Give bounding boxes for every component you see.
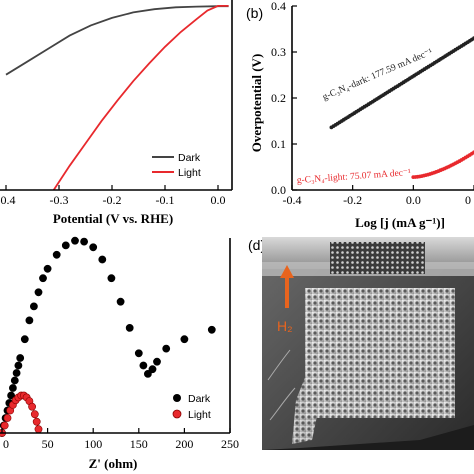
panel-d-letter: (d) [248, 237, 265, 253]
photo-upper-mesh [330, 242, 425, 274]
data-point [89, 243, 98, 252]
data-point [80, 237, 88, 246]
data-point [32, 417, 41, 426]
panel-b-ticks: 0.0 0.1 0.2 0.3 0.4 -0.4 -0.2 0.0 0 [271, 0, 474, 207]
data-point [12, 369, 21, 377]
x-tick-label: -0.2 [103, 193, 122, 207]
legend-marker-dark [173, 394, 181, 402]
data-point [0, 421, 9, 430]
y-tick-label: 0.0 [271, 183, 286, 197]
data-point [162, 344, 171, 353]
data-point [30, 302, 38, 311]
data-point [3, 414, 12, 422]
data-point [7, 391, 16, 400]
series-line-dark [5, 5, 229, 76]
panel-a-legend: Dark Light [152, 152, 201, 179]
panel-c-x-label: Z' (ohm) [89, 456, 138, 471]
data-point [116, 297, 125, 306]
y-tick-label: 0.3 [271, 45, 286, 59]
data-point [134, 349, 143, 358]
data-point [71, 236, 79, 245]
panel-a-x-label: Potential (V vs. RHE) [53, 211, 173, 226]
data-point [107, 274, 116, 283]
data-point [16, 354, 25, 362]
panel-c: 0 50 100 150 200 250 Dark Light Z' (ohm) [0, 236, 239, 471]
data-point [207, 325, 216, 334]
series-line-light [52, 5, 229, 191]
data-point [30, 410, 39, 419]
x-tick-label: 100 [84, 437, 102, 451]
data-point [14, 361, 23, 370]
panel-b-annotation-light: g-C₃N₄-light: 75.07 mA dec⁻¹ [297, 168, 412, 186]
legend-label-dark: Dark [178, 152, 201, 164]
data-point [25, 316, 34, 325]
y-tick-label: 0.2 [271, 91, 286, 105]
panel-d: (d) [248, 237, 474, 450]
panel-c-ticks: 0 50 100 150 200 250 [1, 428, 239, 451]
x-tick-label: 0 [3, 437, 9, 451]
data-point [153, 357, 161, 366]
h2-label: H₂ [277, 318, 293, 334]
data-point [61, 241, 70, 250]
x-tick-label: 0.0 [211, 193, 226, 207]
data-point [34, 288, 43, 297]
panel-b-y-label: Overpotential (V) [249, 54, 264, 153]
panel-a-plot-area [5, 5, 229, 191]
legend-label-c-light: Light [188, 409, 211, 421]
data-point [125, 323, 134, 332]
x-tick-label: 0.0 [406, 193, 421, 207]
h2-arrow [280, 265, 294, 308]
panel-b-letter: (b) [246, 5, 263, 21]
data-point [39, 274, 47, 283]
photo-bubbles [267, 349, 296, 421]
panel-c-legend: Dark Light [172, 393, 211, 421]
photo-mesh-edge [292, 340, 332, 444]
x-tick-label: 250 [221, 437, 239, 451]
data-point [52, 250, 61, 259]
y-tick-label: 0.4 [271, 0, 286, 13]
x-tick-label: -0.2 [343, 193, 362, 207]
panel-b: 0.0 0.1 0.2 0.3 0.4 -0.4 -0.2 0.0 0 (b) Overpote… [246, 0, 474, 230]
panel-b-plot-area [329, 36, 474, 180]
y-tick-label: 0.1 [271, 137, 286, 151]
data-point [10, 376, 19, 385]
x-tick-label: -0.4 [0, 193, 16, 207]
data-point [143, 369, 152, 378]
panel-a: -0.4 -0.3 -0.2 -0.1 0.0 Dark Light Potential… [0, 0, 233, 226]
data-point [180, 335, 189, 344]
legend-label-c-dark: Dark [188, 393, 211, 405]
legend-label-light: Light [178, 167, 201, 179]
x-tick-label: 200 [175, 437, 193, 451]
x-tick-label: 0 [465, 193, 471, 207]
x-tick-label: -0.1 [156, 193, 175, 207]
panel-a-ticks: -0.4 -0.3 -0.2 -0.1 0.0 [0, 185, 226, 207]
h2-arrow-head [280, 265, 294, 278]
panel-b-x-label: Log [j (mA g⁻¹)] [355, 215, 445, 230]
data-point [20, 335, 29, 344]
data-point [98, 255, 107, 264]
data-point [139, 361, 148, 370]
data-point [34, 425, 43, 434]
x-tick-label: -0.4 [283, 193, 302, 207]
x-tick-label: 50 [42, 437, 54, 451]
x-tick-label: 150 [130, 437, 148, 451]
data-point [28, 402, 36, 411]
panel-c-plot-area [0, 236, 216, 437]
data-point [148, 365, 157, 374]
data-point [8, 384, 17, 392]
photo-bottom-shadow [262, 425, 474, 450]
x-tick-label: -0.3 [50, 193, 69, 207]
data-point [43, 264, 52, 273]
legend-marker-light [172, 409, 182, 419]
